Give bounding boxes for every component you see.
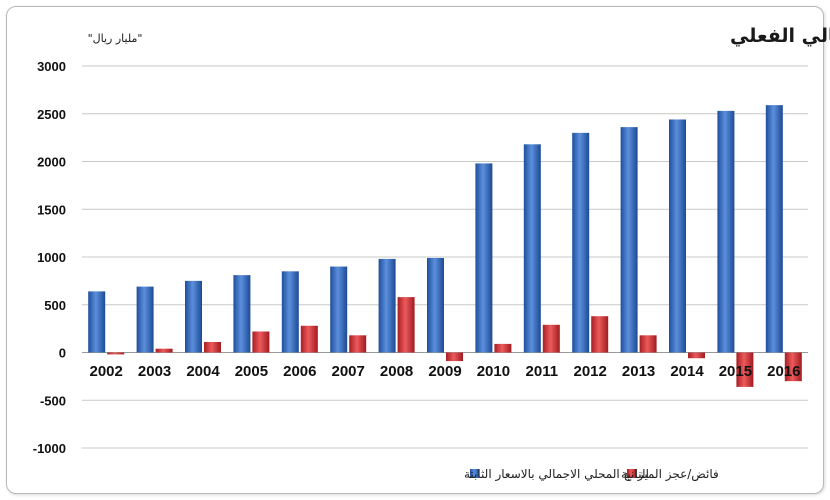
x-tick-label: 2002 (90, 363, 123, 380)
x-tick-label: 2008 (380, 363, 413, 380)
bar-balance-2012 (591, 316, 609, 353)
x-tick-label: 2009 (428, 363, 461, 380)
bar-balance-2013 (639, 335, 657, 353)
bar-gdp-2006 (281, 271, 299, 353)
x-tick-label: 2005 (235, 363, 268, 380)
bar-balance-2006 (300, 325, 318, 353)
bar-balance-2010 (494, 343, 512, 353)
x-tick-label: 2004 (186, 363, 220, 380)
gridlines (82, 65, 808, 449)
x-tick-label: 2013 (622, 363, 655, 380)
legend-swatch-balance (627, 469, 636, 478)
y-tick-label: 500 (44, 298, 66, 313)
y-tick-label: -1000 (33, 441, 66, 456)
bar-balance-2002 (107, 352, 125, 355)
bar-gdp-2014 (669, 119, 686, 353)
legend: الناتج المحلي الاجمالي بالاسعار الثابتة … (464, 467, 719, 482)
legend-label-balance: فائض/عجز الميزانية (621, 467, 719, 482)
y-tick-label: 2500 (37, 107, 66, 122)
legend-label-gdp: الناتج المحلي الاجمالي بالاسعار الثابتة (464, 467, 649, 482)
legend-swatch-gdp (470, 469, 479, 478)
bar-balance-2003 (155, 348, 173, 353)
x-tick-label: 2016 (767, 363, 800, 380)
y-tick-label: -500 (40, 393, 66, 408)
bar-gdp-2004 (185, 280, 202, 353)
bars (88, 105, 802, 387)
bar-gdp-2007 (330, 266, 348, 353)
y-tick-label: 0 (59, 346, 66, 361)
x-tick-label: 2011 (526, 363, 559, 380)
y-tick-label: 1500 (37, 202, 66, 217)
bar-gdp-2011 (523, 144, 541, 353)
bar-gdp-2005 (233, 275, 251, 353)
bar-balance-2009 (446, 352, 463, 362)
bar-balance-2015 (736, 352, 754, 387)
x-tick-label: 2007 (332, 363, 365, 380)
bar-gdp-2012 (572, 132, 590, 353)
bar-gdp-2010 (475, 163, 493, 353)
y-tick-label: 2000 (37, 155, 66, 170)
x-tick-label: 2015 (719, 363, 752, 380)
x-tick-label: 2012 (574, 363, 607, 380)
chart-title: تطور الفائض/العجز مقارنة بالناتج المحلي … (88, 25, 830, 47)
bar-gdp-2015 (717, 110, 735, 353)
bar-gdp-2008 (378, 258, 396, 353)
bar-balance-2005 (252, 331, 270, 353)
bar-balance-2011 (542, 324, 560, 353)
x-tick-label: 2014 (670, 363, 704, 380)
x-axis: 2002 2003 2004 2005 2006 2007 2008 2009 2010 2011… (90, 363, 801, 380)
bar-gdp-2013 (620, 127, 638, 353)
y-tick-label: 1000 (37, 250, 66, 265)
bar-balance-2004 (204, 341, 221, 353)
chart-frame (6, 6, 824, 494)
chart-title-text: تطور الفائض/العجز مقارنة بالناتج المحلي … (730, 25, 830, 47)
bar-gdp-2003 (136, 286, 154, 353)
bar-balance-2016 (784, 352, 802, 382)
x-tick-label: 2006 (283, 363, 316, 380)
bar-balance-2008 (397, 297, 415, 353)
bar-balance-2014 (688, 352, 705, 359)
y-tick-label: 3000 (37, 59, 66, 74)
x-tick-label: 2003 (138, 363, 171, 380)
bar-gdp-2016 (765, 105, 783, 353)
bar-gdp-2002 (88, 291, 106, 353)
x-tick-label: 2010 (477, 363, 510, 380)
chart-unit-text: "مليار ريال" (88, 32, 143, 45)
bar-balance-2007 (349, 335, 367, 353)
y-axis: -1000 -500 0 500 1000 1500 2000 2500 3000 (33, 59, 66, 456)
bar-gdp-2009 (427, 257, 444, 353)
